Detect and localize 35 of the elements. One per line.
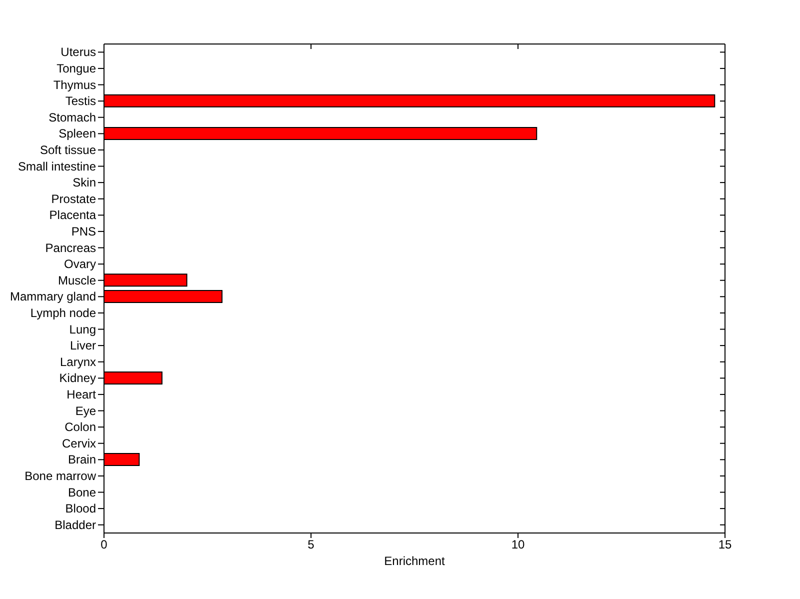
y-tick-label: Prostate bbox=[51, 192, 96, 206]
y-tick-label: Uterus bbox=[60, 45, 96, 60]
y-tick-label: Kidney bbox=[59, 371, 96, 386]
y-tick-label: Mammary gland bbox=[10, 290, 96, 304]
y-tick-label: Placenta bbox=[49, 208, 96, 222]
y-tick-label: Liver bbox=[70, 338, 96, 353]
y-tick-label: Bone marrow bbox=[24, 468, 96, 483]
y-tick-label: Larynx bbox=[60, 354, 96, 369]
y-tick-label: Bladder bbox=[54, 518, 96, 532]
y-tick-label: Soft tissue bbox=[40, 142, 96, 157]
x-tick-label: 0 bbox=[100, 538, 108, 552]
y-tick-label: Lymph node bbox=[30, 306, 96, 320]
x-tick-label: 15 bbox=[718, 538, 732, 552]
x-axis-title: Enrichment bbox=[384, 554, 446, 568]
y-tick-label: PNS bbox=[71, 224, 96, 238]
y-tick-label: Colon bbox=[64, 420, 96, 434]
y-tick-label: Eye bbox=[75, 404, 96, 418]
y-tick-label: Testis bbox=[65, 94, 96, 108]
y-tick-label: Ovary bbox=[64, 257, 96, 272]
y-tick-label: Stomach bbox=[48, 110, 96, 124]
y-tick-label: Bone bbox=[68, 485, 96, 500]
y-tick-label: Muscle bbox=[58, 273, 96, 288]
y-tick-label: Brain bbox=[68, 452, 96, 467]
x-tick-label: 10 bbox=[511, 538, 525, 552]
y-tick-label: Pancreas bbox=[45, 240, 96, 255]
y-tick-label: Cervix bbox=[62, 436, 96, 450]
y-tick-label: Thymus bbox=[53, 78, 96, 92]
y-tick-label: Small intestine bbox=[18, 159, 96, 174]
y-tick-label: Tongue bbox=[56, 61, 96, 76]
x-tick-label: 5 bbox=[308, 538, 315, 552]
y-tick-label: Heart bbox=[66, 387, 97, 402]
y-tick-label: Spleen bbox=[58, 126, 96, 141]
y-tick-label: Blood bbox=[65, 502, 96, 516]
y-tick-label: Skin bbox=[72, 176, 96, 190]
y-tick-label: Lung bbox=[69, 322, 96, 336]
